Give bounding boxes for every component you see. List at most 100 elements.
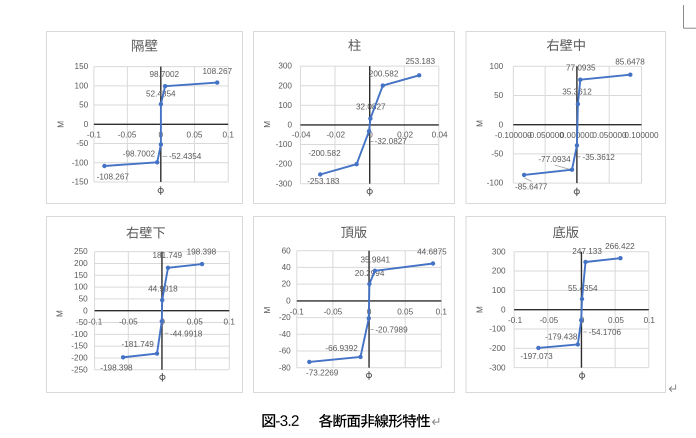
- svg-text:M: M: [57, 121, 66, 128]
- svg-text:M: M: [263, 121, 272, 128]
- svg-text:-85.6477: -85.6477: [515, 183, 548, 192]
- svg-text:-198.398: -198.398: [100, 364, 133, 373]
- svg-text:0.100000: 0.100000: [624, 131, 659, 140]
- svg-text:20.2994: 20.2994: [355, 269, 385, 278]
- svg-text:-20.7989: -20.7989: [375, 325, 408, 334]
- svg-text:-100: -100: [72, 158, 89, 167]
- svg-text:100: 100: [75, 81, 89, 90]
- svg-text:-100: -100: [71, 330, 88, 339]
- svg-text:300: 300: [492, 247, 506, 256]
- svg-text:0.05: 0.05: [187, 318, 203, 327]
- svg-text:35.3612: 35.3612: [562, 88, 592, 97]
- svg-text:250: 250: [74, 247, 88, 256]
- svg-text:-44.9918: -44.9918: [170, 330, 203, 339]
- svg-text:-50: -50: [76, 318, 88, 327]
- svg-text:0.05: 0.05: [187, 130, 203, 139]
- svg-text:247.133: 247.133: [572, 247, 602, 256]
- svg-text:200.582: 200.582: [369, 70, 399, 79]
- svg-text:100: 100: [278, 101, 292, 110]
- svg-text:-0.050000: -0.050000: [527, 131, 564, 140]
- svg-text:-60: -60: [279, 347, 291, 356]
- svg-text:-0.05: -0.05: [324, 307, 343, 316]
- svg-text:-0.02: -0.02: [326, 131, 345, 140]
- svg-text:-300: -300: [276, 179, 293, 188]
- svg-text:-32.0827: -32.0827: [375, 137, 408, 146]
- svg-text:85.6478: 85.6478: [615, 57, 645, 66]
- svg-text:M: M: [56, 310, 65, 317]
- svg-text:0.1: 0.1: [644, 316, 656, 325]
- svg-text:-0.1: -0.1: [88, 318, 103, 327]
- svg-text:-77.0934: -77.0934: [538, 155, 571, 164]
- svg-text:-52.4354: -52.4354: [169, 152, 202, 161]
- svg-text:-0.100000: -0.100000: [495, 131, 532, 140]
- svg-text:-200: -200: [489, 344, 506, 353]
- svg-text:150: 150: [74, 271, 88, 280]
- svg-text:0: 0: [499, 120, 504, 129]
- svg-text:35.9841: 35.9841: [360, 255, 390, 264]
- svg-text:100: 100: [74, 283, 88, 292]
- svg-text:0: 0: [83, 306, 88, 315]
- svg-text:181.749: 181.749: [152, 251, 182, 260]
- svg-text:-50: -50: [76, 139, 88, 148]
- svg-text:200: 200: [492, 267, 506, 276]
- svg-text:-250: -250: [71, 365, 88, 374]
- svg-text:0.1: 0.1: [224, 318, 236, 327]
- svg-text:-100: -100: [487, 179, 504, 188]
- svg-text:44.6875: 44.6875: [417, 247, 447, 256]
- svg-text:0: 0: [368, 131, 373, 140]
- svg-text:52.4854: 52.4854: [146, 89, 176, 98]
- svg-text:-181.749: -181.749: [122, 340, 155, 349]
- svg-text:100: 100: [490, 62, 504, 71]
- svg-text:-80: -80: [279, 363, 291, 372]
- svg-text:-98.7002: -98.7002: [123, 150, 156, 159]
- svg-text:20: 20: [282, 280, 292, 289]
- svg-text:-50: -50: [491, 150, 503, 159]
- svg-text:32.0827: 32.0827: [356, 103, 386, 112]
- svg-text:300: 300: [278, 62, 292, 71]
- svg-text:150: 150: [75, 62, 89, 71]
- svg-text:M: M: [475, 120, 484, 127]
- svg-text:-100: -100: [489, 325, 506, 334]
- svg-text:-40: -40: [279, 330, 291, 339]
- svg-text:98.7002: 98.7002: [149, 70, 179, 79]
- svg-text:-150: -150: [71, 342, 88, 351]
- svg-text:-0.04: -0.04: [292, 131, 311, 140]
- svg-text:198.398: 198.398: [187, 248, 217, 257]
- svg-text:-300: -300: [489, 363, 506, 372]
- svg-text:-0.05: -0.05: [119, 318, 138, 327]
- svg-text:-200: -200: [276, 160, 293, 169]
- svg-text:-35.3612: -35.3612: [583, 153, 616, 162]
- svg-text:50: 50: [494, 91, 504, 100]
- svg-text:200: 200: [278, 81, 292, 90]
- svg-text:0.04: 0.04: [432, 131, 448, 140]
- svg-text:60: 60: [282, 246, 292, 255]
- svg-text:-0.1: -0.1: [290, 307, 305, 316]
- svg-text:-200.582: -200.582: [308, 149, 341, 158]
- svg-text:M: M: [475, 306, 484, 313]
- svg-text:253.183: 253.183: [405, 57, 435, 66]
- svg-text:-200: -200: [71, 354, 88, 363]
- svg-text:0.1: 0.1: [436, 307, 448, 316]
- svg-text:266.422: 266.422: [605, 242, 635, 251]
- svg-text:0.05: 0.05: [608, 316, 624, 325]
- svg-text:-54.1706: -54.1706: [589, 328, 622, 337]
- svg-text:44.9918: 44.9918: [148, 284, 178, 293]
- svg-text:0: 0: [286, 297, 291, 306]
- svg-text:-108.267: -108.267: [97, 173, 130, 182]
- svg-text:-0.1: -0.1: [508, 316, 523, 325]
- svg-text:0.1: 0.1: [223, 130, 235, 139]
- svg-text:0: 0: [84, 120, 89, 129]
- svg-text:-197.073: -197.073: [520, 352, 553, 361]
- svg-text:-150: -150: [72, 178, 89, 187]
- svg-text:-0.1: -0.1: [87, 130, 102, 139]
- svg-text:-66.9392: -66.9392: [325, 344, 358, 353]
- svg-text:50: 50: [79, 295, 89, 304]
- svg-text:100: 100: [492, 286, 506, 295]
- svg-text:-20: -20: [279, 313, 291, 322]
- svg-text:-253.183: -253.183: [307, 177, 340, 186]
- svg-text:50: 50: [79, 101, 89, 110]
- svg-text:200: 200: [74, 259, 88, 268]
- svg-text:77.0935: 77.0935: [566, 64, 596, 73]
- svg-text:-100: -100: [276, 140, 293, 149]
- svg-text:108.267: 108.267: [202, 67, 232, 76]
